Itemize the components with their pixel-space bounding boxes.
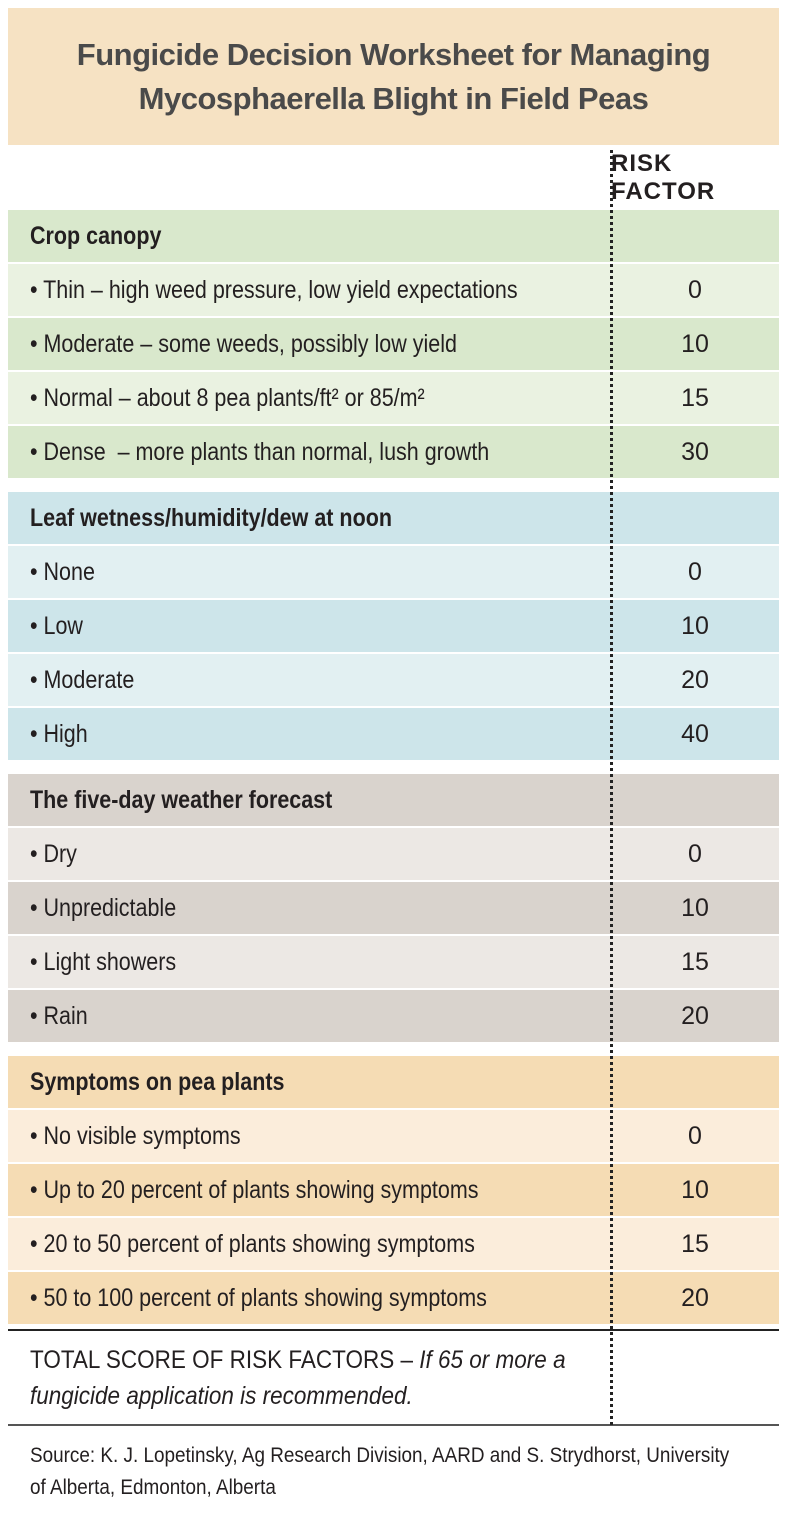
total-label: TOTAL SCORE OF RISK FACTORS – — [30, 1346, 414, 1374]
total-score: TOTAL SCORE OF RISK FACTORS – If 65 or m… — [30, 1342, 588, 1414]
risk-value: 40 — [681, 720, 709, 748]
table-row: • High 40 — [8, 708, 779, 760]
row-label: • None — [30, 558, 95, 586]
table-row: • No visible symptoms 0 — [8, 1110, 779, 1162]
row-label: • Up to 20 percent of plants showing sym… — [30, 1176, 479, 1204]
row-label: • Moderate — [30, 666, 135, 694]
row-label: • Normal – about 8 pea plants/ft² or 85/… — [30, 384, 425, 412]
row-label: • 20 to 50 percent of plants showing sym… — [30, 1230, 475, 1258]
row-label: • 50 to 100 percent of plants showing sy… — [30, 1284, 487, 1312]
row-label: • Unpredictable — [30, 894, 177, 922]
rule — [8, 1424, 779, 1426]
risk-value: 20 — [681, 1284, 709, 1312]
risk-value: 0 — [688, 276, 702, 304]
row-label: • No visible symptoms — [30, 1122, 241, 1150]
risk-value: 10 — [681, 612, 709, 640]
section-heading-text: The five-day weather forecast — [30, 786, 333, 814]
row-label: • Dry — [30, 840, 77, 868]
risk-value: 10 — [681, 894, 709, 922]
table-row: • Light showers 15 — [8, 936, 779, 988]
section-heading-text: Leaf wetness/humidity/dew at noon — [30, 504, 392, 532]
risk-value: 0 — [688, 840, 702, 868]
risk-value: 30 — [681, 438, 709, 466]
column-divider — [610, 150, 613, 1425]
table-row: • Dry 0 — [8, 828, 779, 880]
risk-value: 10 — [681, 330, 709, 358]
table-row: • Thin – high weed pressure, low yield e… — [8, 264, 779, 316]
section-heading-text: Crop canopy — [30, 222, 162, 250]
risk-value: 0 — [688, 1122, 702, 1150]
table-row: • None 0 — [8, 546, 779, 598]
table-row: • 50 to 100 percent of plants showing sy… — [8, 1272, 779, 1324]
row-label: • Thin – high weed pressure, low yield e… — [30, 276, 518, 304]
row-label: • Moderate – some weeds, possibly low yi… — [30, 330, 457, 358]
risk-value: 15 — [681, 948, 709, 976]
table-row: • Moderate 20 — [8, 654, 779, 706]
table-row: • Dense – more plants than normal, lush … — [8, 426, 779, 478]
section-heading-text: Symptoms on pea plants — [30, 1068, 285, 1096]
row-label: • Dense – more plants than normal, lush … — [30, 438, 490, 466]
table-row: • 20 to 50 percent of plants showing sym… — [8, 1218, 779, 1270]
risk-value: 20 — [681, 666, 709, 694]
table-row: • Normal – about 8 pea plants/ft² or 85/… — [8, 372, 779, 424]
risk-value: 10 — [681, 1176, 709, 1204]
risk-value: 0 — [688, 558, 702, 586]
row-label: • Rain — [30, 1002, 88, 1030]
total-note: If 65 or more a fungicide application is… — [30, 1346, 566, 1410]
table-row: • Up to 20 percent of plants showing sym… — [8, 1164, 779, 1216]
table-row: • Unpredictable 10 — [8, 882, 779, 934]
risk-value: 15 — [681, 384, 709, 412]
row-label: • High — [30, 720, 88, 748]
title-band: Fungicide Decision Worksheet for Managin… — [8, 8, 779, 145]
table-row: • Rain 20 — [8, 990, 779, 1042]
risk-value: 20 — [681, 1002, 709, 1030]
row-label: • Low — [30, 612, 83, 640]
title: Fungicide Decision Worksheet for Managin… — [76, 36, 711, 116]
column-header: RISK FACTOR — [611, 150, 716, 205]
risk-value: 15 — [681, 1230, 709, 1258]
section-heading: Leaf wetness/humidity/dew at noon — [8, 492, 779, 544]
section-heading: Crop canopy — [8, 210, 779, 262]
section-heading: Symptoms on pea plants — [8, 1056, 779, 1108]
table-row: • Low 10 — [8, 600, 779, 652]
row-label: • Light showers — [30, 948, 177, 976]
section-heading: The five-day weather forecast — [8, 774, 779, 826]
table-row: • Moderate – some weeds, possibly low yi… — [8, 318, 779, 370]
rule — [8, 1329, 779, 1331]
source: Source: K. J. Lopetinsky, Ag Research Di… — [30, 1444, 730, 1499]
